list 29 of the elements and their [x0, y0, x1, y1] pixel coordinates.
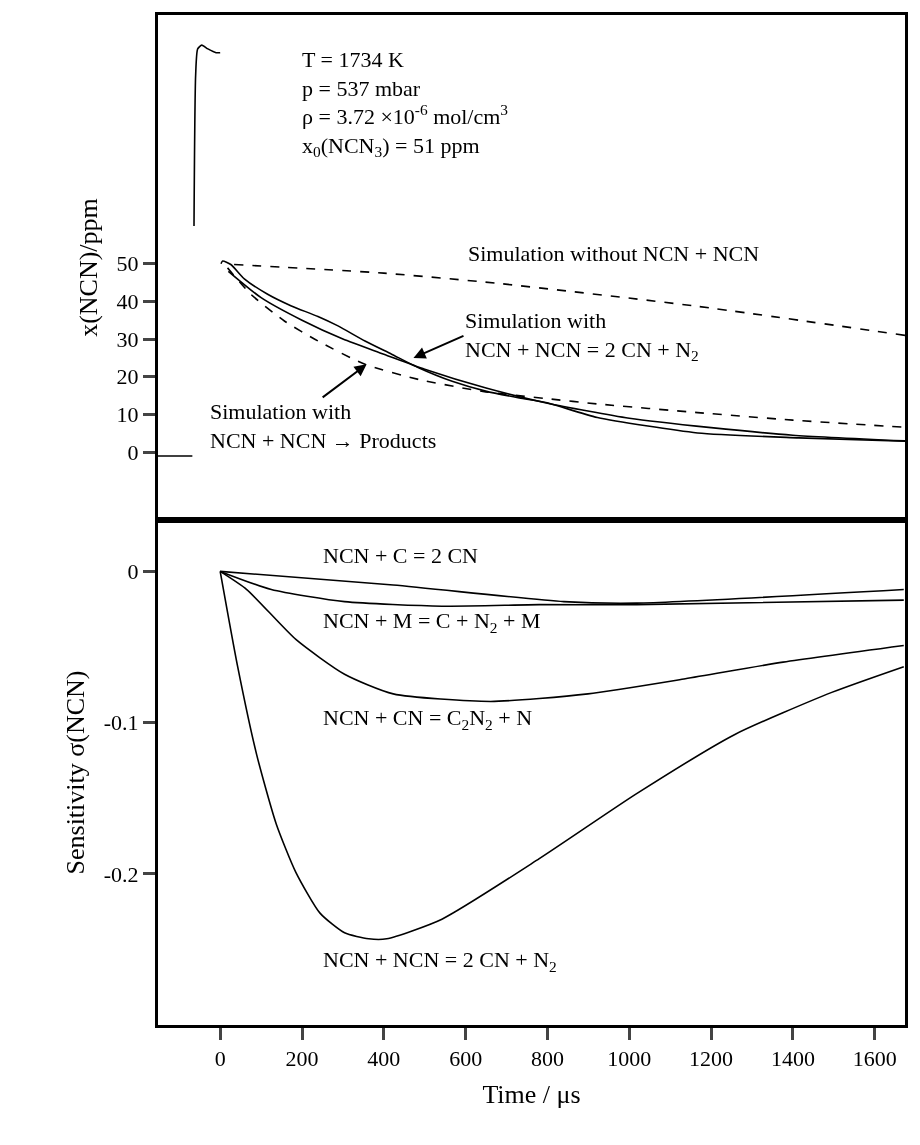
- y-tick-label: 20: [116, 364, 139, 390]
- y-tick-label: 50: [116, 251, 139, 277]
- annotation: Simulation with NCN + NCN = 2 CN + N$_{2}$: [465, 308, 699, 365]
- text: T = 1734 K p = 537 mbar ρ = 3.72 ×10$^{-6}$ mol/cm$^{3}$ x$_{0}$(NCN$_{3}$) = 51 ppm: [302, 47, 509, 161]
- annotation: Simulation without NCN + NCN: [468, 241, 760, 266]
- y-tick-label: 0: [127, 439, 139, 465]
- y-tick-label: 30: [116, 326, 139, 352]
- x-tick-label: 400: [367, 1046, 401, 1072]
- annotation: NCN + M = C + N$_{2}$ + M: [323, 608, 541, 636]
- y-tick-label: 10: [116, 402, 139, 428]
- y-tick-label: -0.1: [103, 710, 139, 736]
- y-axis-title: x(NCN)/ppm: [74, 198, 103, 337]
- x-tick-label: 1600: [852, 1046, 897, 1072]
- x-axis-title: Time / μs: [482, 1080, 581, 1110]
- x-tick-label: 1400: [770, 1046, 815, 1072]
- x-tick-label: 800: [530, 1046, 564, 1072]
- annotation: NCN + NCN = 2 CN + N$_{2}$: [323, 947, 557, 975]
- y-tick-label: 40: [116, 289, 139, 315]
- x-tick-label: 1200: [689, 1046, 734, 1072]
- x-tick-label: 600: [449, 1046, 483, 1072]
- annotation: Simulation with NCN + NCN → Products: [210, 399, 437, 453]
- y-axis-title: Sensitivity σ(NCN): [61, 670, 91, 875]
- x-tick-label: 1000: [607, 1046, 652, 1072]
- x-tick-label: 0: [214, 1046, 226, 1072]
- x-tick-label: 200: [285, 1046, 319, 1072]
- annotation: NCN + CN = C$_{2}$N$_{2}$ + N: [323, 705, 533, 733]
- y-tick-label: -0.2: [103, 861, 139, 887]
- y-tick-label: 0: [127, 559, 139, 585]
- annotation: NCN + C = 2 CN: [323, 543, 479, 568]
